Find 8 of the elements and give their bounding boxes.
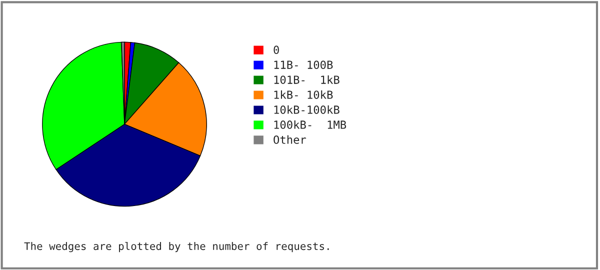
legend-label: 11B- 100B [274, 60, 333, 70]
legend-label: 1kB- 10kB [274, 90, 333, 99]
legend-label: 100kB- 1MB [274, 120, 346, 129]
legend-label: 101B- 1kB [274, 75, 340, 84]
legend-label: 10kB-100kB [274, 105, 340, 114]
legend-label: 0 [274, 46, 279, 54]
legend-label: Other [274, 135, 306, 144]
text: The wedges are plotted by the number of requests. [24, 242, 329, 252]
